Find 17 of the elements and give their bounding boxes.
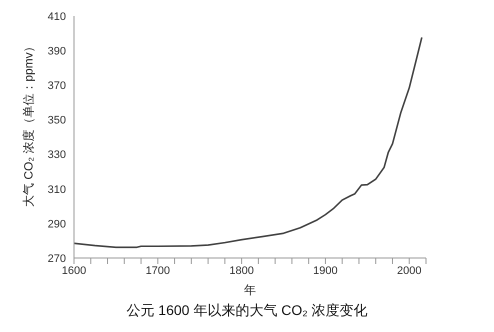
x-tick-label: 2000 bbox=[396, 264, 422, 277]
y-tick-label: 350 bbox=[48, 114, 66, 127]
line-series bbox=[74, 36, 423, 248]
x-axis-title: 年 bbox=[244, 283, 256, 297]
y-tick-label: 410 bbox=[48, 10, 66, 23]
y-tick-label: 390 bbox=[48, 45, 66, 58]
x-tick-label: 1900 bbox=[313, 264, 338, 277]
y-tick-label: 330 bbox=[48, 149, 66, 162]
y-tick-label: 290 bbox=[48, 218, 66, 230]
y-axis-title: 大气 CO₂ 浓度（单位：ppmv） bbox=[21, 40, 36, 207]
text: 公元 1600 年以来的大气 CO₂ 浓度变化 bbox=[125, 302, 369, 320]
x-tick-label: 1700 bbox=[146, 264, 170, 277]
y-tick-label: 370 bbox=[48, 80, 66, 92]
y-tick-label: 310 bbox=[48, 184, 66, 196]
x-tick-label: 1800 bbox=[229, 264, 254, 277]
x-tick-label: 1600 bbox=[62, 264, 86, 277]
y-tick-label: 270 bbox=[48, 252, 66, 265]
